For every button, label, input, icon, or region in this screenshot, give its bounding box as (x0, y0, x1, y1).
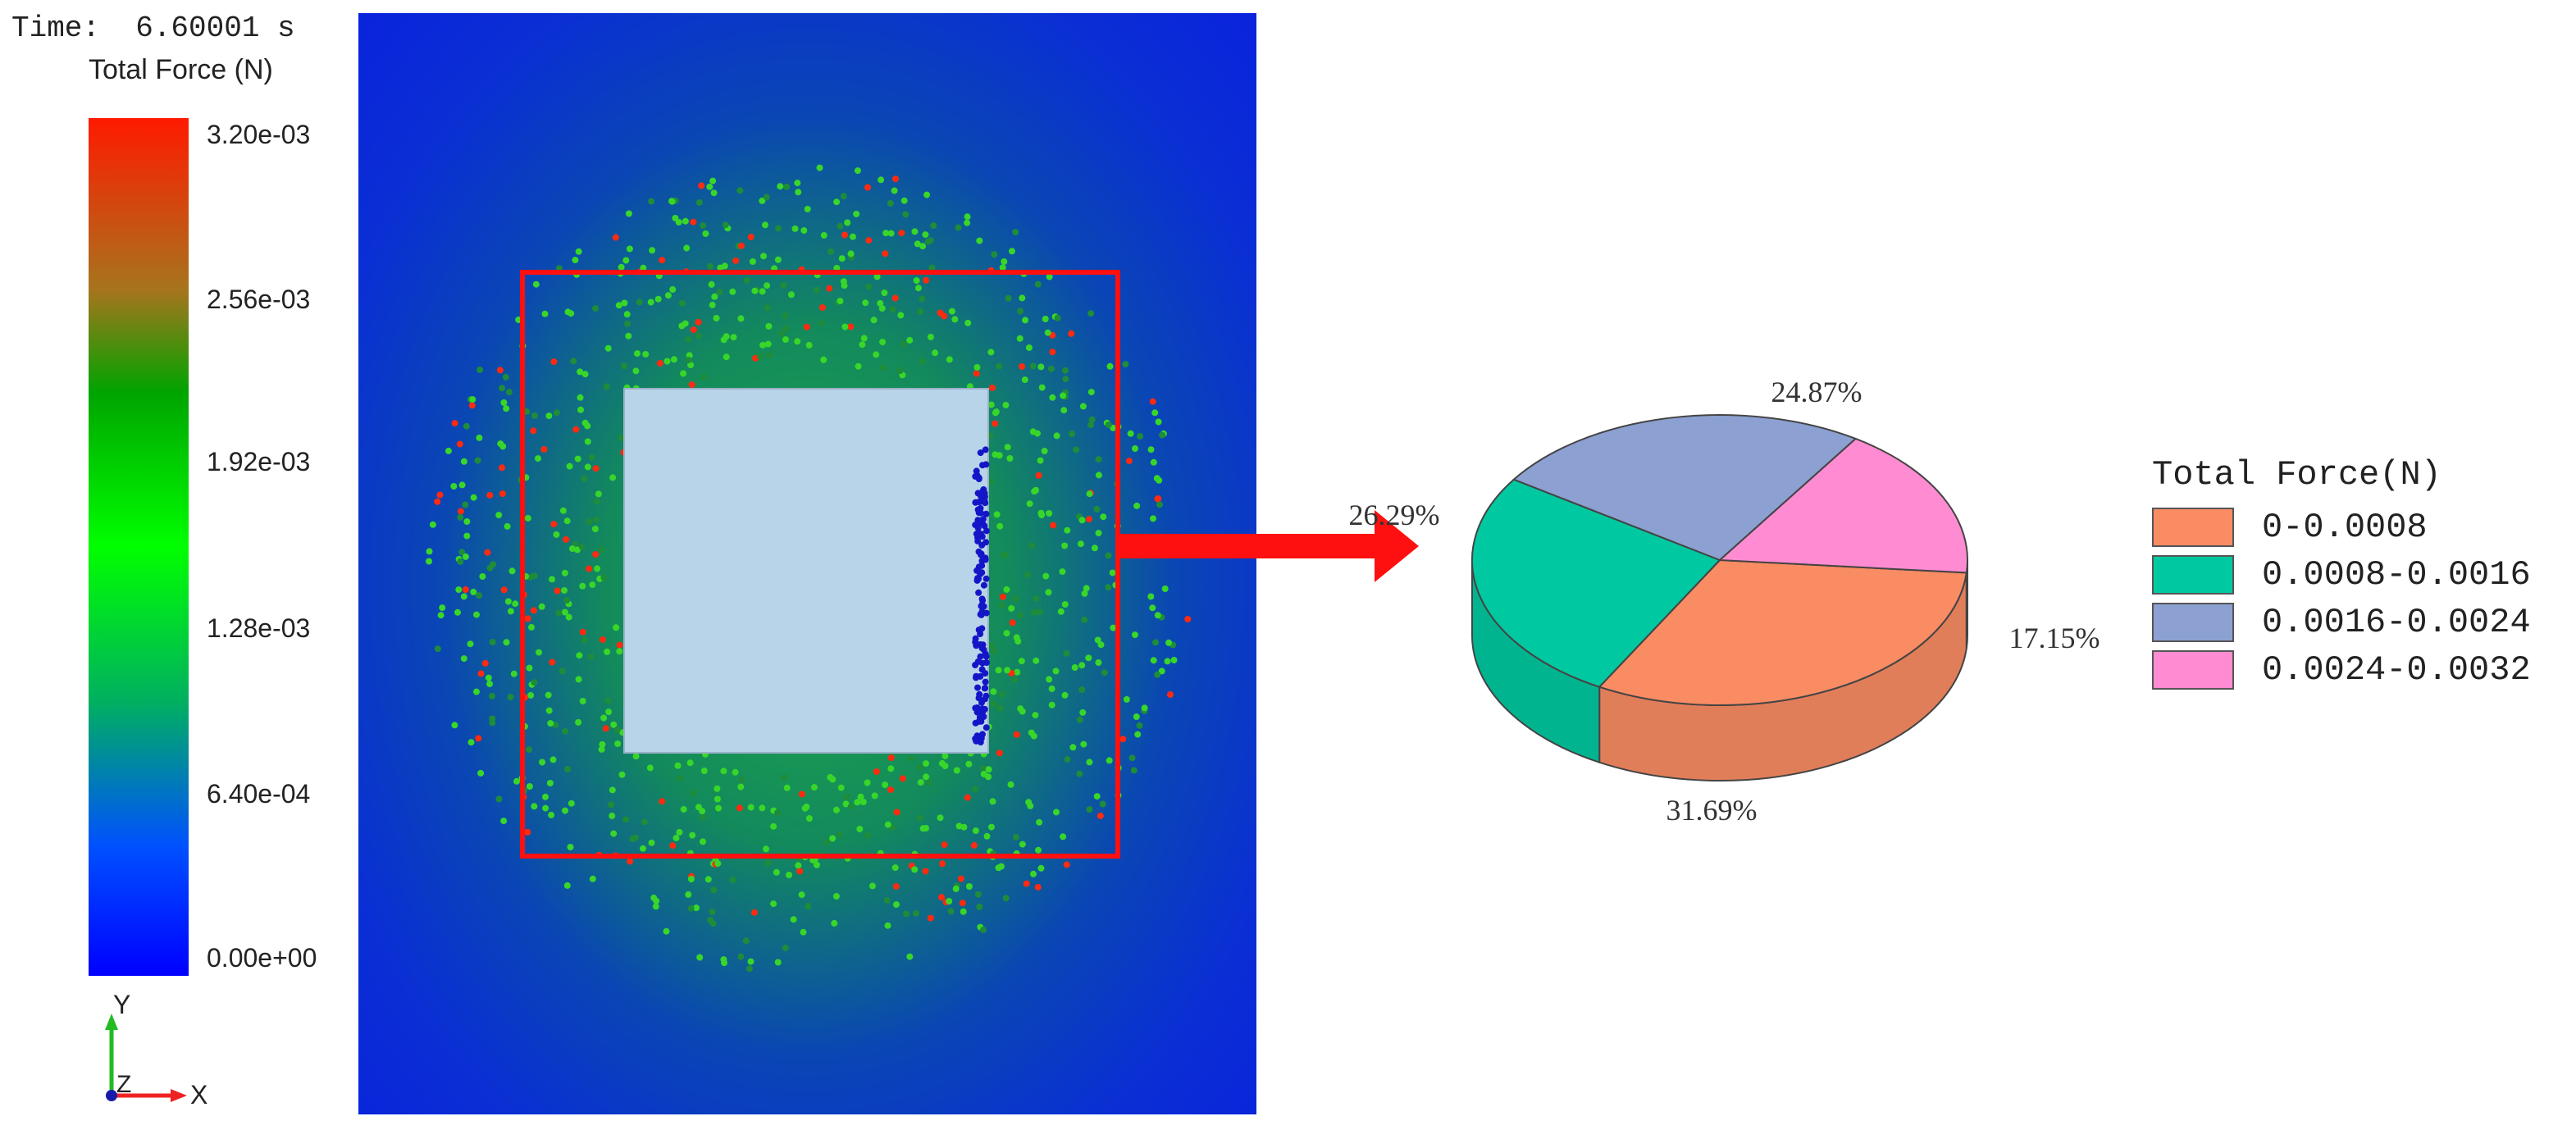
block-particles (972, 446, 990, 746)
pie-label-31-69: 31.69% (1666, 794, 1758, 827)
arrow-head (1375, 510, 1419, 582)
simulation-field-overlay (426, 164, 1192, 973)
colorbar-tick-label: 2.56e-03 (207, 285, 311, 314)
highlight-box (520, 270, 1120, 859)
legend-label: 0.0024-0.0032 (2262, 650, 2531, 690)
legend-item: 0.0016-0.0024 (2152, 599, 2531, 646)
z-axis-origin (106, 1090, 117, 1101)
pie-slices (1471, 414, 1968, 706)
legend-item: 0.0024-0.0032 (2152, 646, 2531, 694)
pie-slice-0-0.0008 (1598, 558, 1968, 706)
z-axis-label: Z (116, 1071, 131, 1098)
legend-label: 0.0008-0.0016 (2262, 555, 2531, 595)
pie-label-17-15: 17.15% (2009, 622, 2100, 654)
colorbar-tick-label: 0.00e+00 (207, 943, 317, 973)
legend-title: Total Force(N) (2152, 455, 2442, 494)
legend-item: 0-0.0008 (2152, 503, 2428, 551)
y-axis-arrowhead (105, 1014, 118, 1030)
pie-slice-0.0016-0.0024 (1511, 414, 1858, 562)
pie-slice-0.0008-0.0016 (1471, 478, 1721, 688)
colorbar-tick-label: 1.92e-03 (207, 447, 311, 476)
legend-item: 0.0008-0.0016 (2152, 551, 2531, 599)
colorbar-tick-label: 3.20e-03 (207, 120, 311, 149)
legend-swatch (2152, 650, 2234, 690)
x-axis-label: X (190, 1080, 207, 1109)
legend-label: 0-0.0008 (2262, 508, 2428, 547)
axis-triad: Y Z X (105, 990, 207, 1109)
colorbar (89, 118, 189, 976)
pie-slice-0.0024-0.0032 (1717, 437, 1968, 574)
pointer-arrow (1115, 510, 1419, 582)
legend-swatch (2152, 603, 2234, 642)
block-region (623, 388, 989, 754)
colorbar-tick-label: 6.40e-04 (207, 779, 311, 809)
colorbar-title: Total Force (N) (89, 54, 273, 85)
legend-swatch (2152, 508, 2234, 547)
legend-label: 0.0016-0.0024 (2262, 603, 2531, 642)
pie-label-26-29: 26.29% (1349, 499, 1440, 531)
colorbar-tick-label: 1.28e-03 (207, 613, 311, 643)
legend-swatch (2152, 555, 2234, 595)
pie-label-24-87: 24.87% (1771, 376, 1862, 408)
x-axis-arrowhead (171, 1089, 187, 1102)
time-label: Time: 6.60001 s (11, 11, 295, 45)
arrow-shaft (1115, 534, 1378, 558)
y-axis-label: Y (113, 990, 130, 1019)
